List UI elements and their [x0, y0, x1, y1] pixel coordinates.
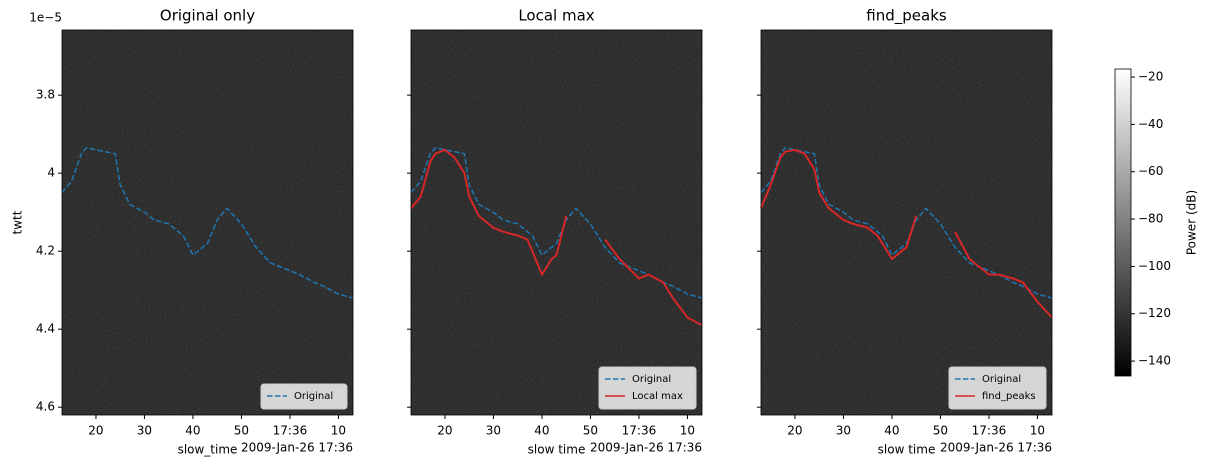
series-line: [410, 147, 703, 299]
colorbar-tick-label: −80: [1138, 212, 1163, 226]
series-line: [410, 148, 703, 327]
x-tick-label: 40: [884, 424, 899, 438]
x-offset-label: 2009-Jan-26 17:36: [940, 441, 1052, 455]
x-tick-label: 40: [185, 424, 200, 438]
legend-box: [598, 366, 697, 410]
legend-label: Original: [632, 374, 671, 385]
colorbar-tick-label: −100: [1138, 259, 1171, 273]
axes-frame: [61, 29, 354, 416]
y-offset-label: 1e−5: [29, 11, 62, 25]
legend-box: [260, 383, 348, 410]
x-tick-label: 20: [787, 424, 802, 438]
x-tick-label: 50: [583, 424, 598, 438]
x-tick-label: 40: [534, 424, 549, 438]
axes-frame: [410, 29, 703, 416]
legend-label: find_peaks: [982, 391, 1036, 402]
x-axis-label: slow_time: [178, 443, 238, 457]
x-offset-label: 2009-Jan-26 17:36: [241, 441, 353, 455]
x-tick-label: 20: [88, 424, 103, 438]
x-axis-label: slow time: [878, 443, 936, 457]
colorbar-tick-label: −40: [1138, 117, 1163, 131]
series-line: [760, 148, 1053, 319]
panel-title: Local max: [518, 7, 594, 25]
x-tick-label: 17:36: [622, 424, 657, 438]
panel: Local max 20 30 40 50 17:36 10 slow time 2009-Ja…: [407, 7, 703, 457]
x-axis-label: slow time: [528, 443, 586, 457]
x-tick-label: 30: [486, 424, 501, 438]
x-tick-label: 50: [234, 424, 249, 438]
colorbar-tick-label: −20: [1138, 70, 1163, 84]
colorbar-tick-label: −60: [1138, 164, 1163, 178]
x-tick-label: 10: [680, 424, 695, 438]
colorbar: [1114, 68, 1132, 377]
x-offset-label: 2009-Jan-26 17:36: [590, 441, 702, 455]
legend-label: Original: [294, 391, 333, 402]
legend-label: Original: [982, 374, 1021, 385]
panel-title: find_peaks: [866, 7, 947, 26]
x-tick-label: 50: [933, 424, 948, 438]
x-tick-label: 30: [836, 424, 851, 438]
colorbar-label: Power (dB): [1185, 190, 1199, 255]
y-tick-label: 3.8: [36, 88, 55, 102]
x-tick-label: 30: [137, 424, 152, 438]
y-tick-label: 4: [47, 166, 55, 180]
x-tick-label: 20: [437, 424, 452, 438]
series-line: [61, 147, 354, 299]
x-tick-label: 10: [331, 424, 346, 438]
y-axis-label: twtt: [11, 210, 25, 234]
y-tick-label: 4.6: [36, 400, 55, 414]
radargram-image: [761, 30, 1052, 415]
colorbar-tick-label: −140: [1138, 354, 1171, 368]
axes-frame: [760, 29, 1053, 416]
y-tick-label: 4.4: [36, 322, 55, 336]
panel: Original only 3.8 4 4.2 4.4 4.6 20 30 40 50 17:36 1…: [11, 7, 354, 457]
x-tick-label: 17:36: [273, 424, 308, 438]
y-tick-label: 4.2: [36, 244, 55, 258]
panel-title: Original only: [160, 7, 255, 25]
x-tick-label: 17:36: [972, 424, 1007, 438]
radargram-image: [411, 30, 702, 415]
colorbar-tick-label: −120: [1138, 306, 1171, 320]
legend-box: [948, 366, 1047, 410]
x-tick-label: 10: [1030, 424, 1045, 438]
legend-label: Local max: [632, 391, 683, 402]
panel: find_peaks 20 30 40 50 17:36 10 slow time 2009-J…: [757, 7, 1053, 457]
radargram-image: [62, 30, 353, 415]
